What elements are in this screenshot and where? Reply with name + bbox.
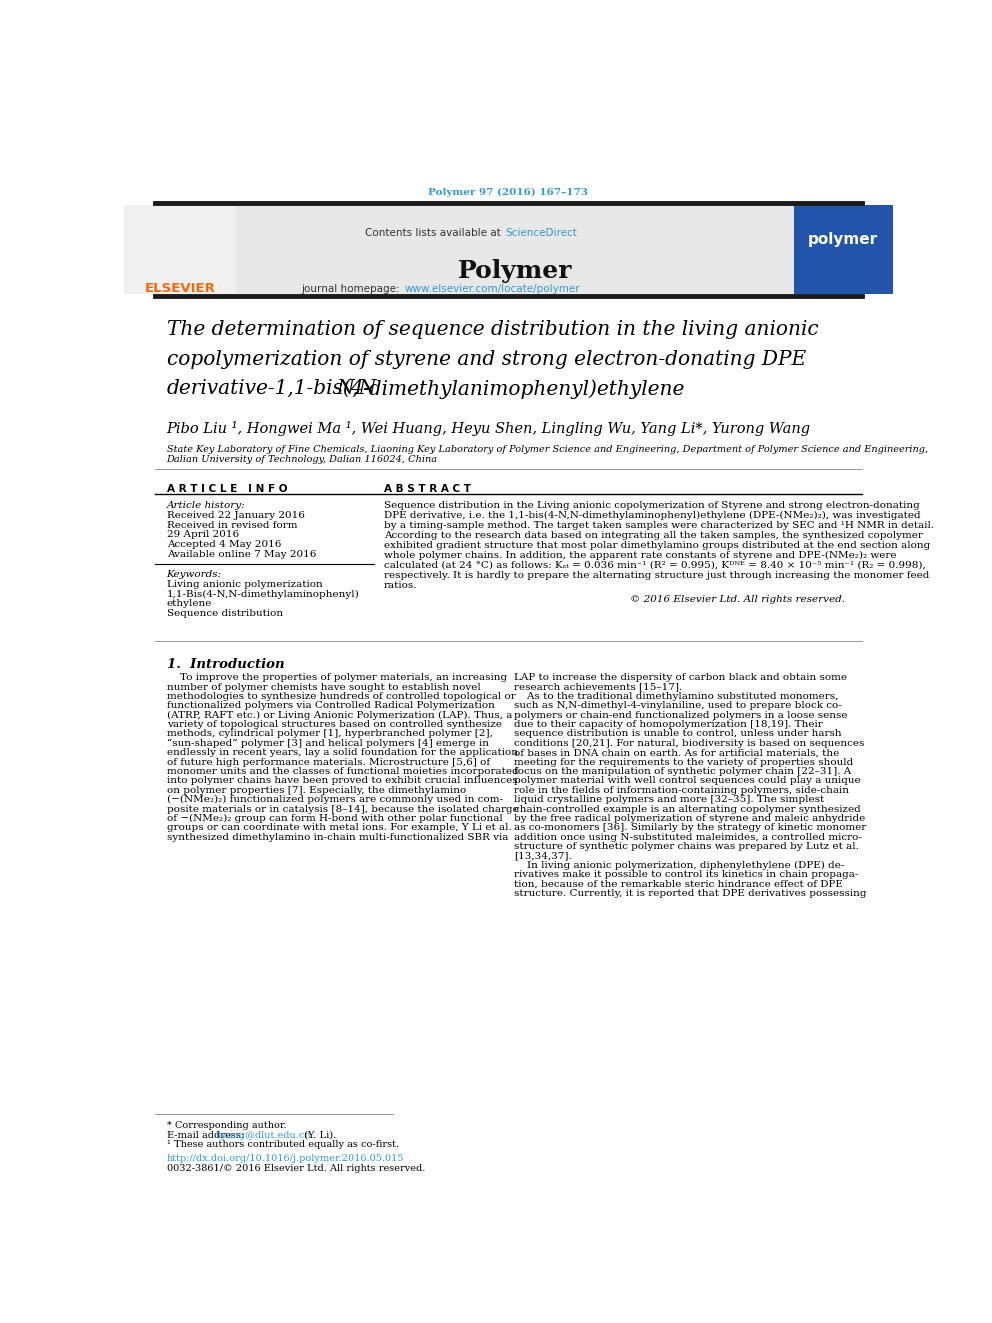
Text: polymers or chain-end functionalized polymers in a loose sense: polymers or chain-end functionalized pol… bbox=[514, 710, 847, 720]
Text: As to the traditional dimethylamino substituted monomers,: As to the traditional dimethylamino subs… bbox=[514, 692, 838, 701]
Text: polymer: polymer bbox=[808, 232, 878, 247]
Text: Available online 7 May 2016: Available online 7 May 2016 bbox=[167, 550, 316, 558]
Text: polymer material with well control sequences could play a unique: polymer material with well control seque… bbox=[514, 777, 860, 786]
Text: [13,34,37].: [13,34,37]. bbox=[514, 852, 571, 860]
Text: Received in revised form: Received in revised form bbox=[167, 521, 298, 529]
Text: such as N,N-dimethyl-4-vinylaniline, used to prepare block co-: such as N,N-dimethyl-4-vinylaniline, use… bbox=[514, 701, 841, 710]
Text: Polymer 97 (2016) 167–173: Polymer 97 (2016) 167–173 bbox=[429, 188, 588, 197]
Text: * Corresponding author.: * Corresponding author. bbox=[167, 1122, 287, 1130]
Text: ELSEVIER: ELSEVIER bbox=[145, 282, 215, 295]
Text: copolymerization of styrene and strong electron-donating DPE: copolymerization of styrene and strong e… bbox=[167, 349, 806, 369]
Text: chain-controlled example is an alternating copolymer synthesized: chain-controlled example is an alternati… bbox=[514, 804, 861, 814]
Text: www.elsevier.com/locate/polymer: www.elsevier.com/locate/polymer bbox=[405, 284, 580, 294]
Text: methodologies to synthesize hundreds of controlled topological or: methodologies to synthesize hundreds of … bbox=[167, 692, 516, 701]
Text: into polymer chains have been proved to exhibit crucial influences: into polymer chains have been proved to … bbox=[167, 777, 517, 786]
Text: as co-monomers [36]. Similarly by the strategy of kinetic monomer: as co-monomers [36]. Similarly by the st… bbox=[514, 823, 866, 832]
Text: LAP to increase the dispersity of carbon black and obtain some: LAP to increase the dispersity of carbon… bbox=[514, 673, 847, 683]
Text: N,N: N,N bbox=[336, 378, 377, 398]
Text: research achievements [15–17].: research achievements [15–17]. bbox=[514, 683, 682, 692]
Text: ¹ These authors contributed equally as co-first.: ¹ These authors contributed equally as c… bbox=[167, 1139, 399, 1148]
Text: ratios.: ratios. bbox=[384, 581, 417, 590]
Text: endlessly in recent years, lay a solid foundation for the application: endlessly in recent years, lay a solid f… bbox=[167, 749, 518, 757]
Text: To improve the properties of polymer materials, an increasing: To improve the properties of polymer mat… bbox=[167, 673, 507, 683]
Text: “sun-shaped” polymer [3] and helical polymers [4] emerge in: “sun-shaped” polymer [3] and helical pol… bbox=[167, 738, 489, 749]
FancyBboxPatch shape bbox=[795, 205, 893, 294]
Text: 0032-3861/© 2016 Elsevier Ltd. All rights reserved.: 0032-3861/© 2016 Elsevier Ltd. All right… bbox=[167, 1164, 425, 1172]
FancyBboxPatch shape bbox=[124, 205, 236, 294]
Text: due to their capacity of homopolymerization [18,19]. Their: due to their capacity of homopolymerizat… bbox=[514, 720, 822, 729]
Text: derivative-1,1-bis(4-: derivative-1,1-bis(4- bbox=[167, 378, 371, 398]
Text: on polymer properties [7]. Especially, the dimethylamino: on polymer properties [7]. Especially, t… bbox=[167, 786, 466, 795]
Text: ethylene: ethylene bbox=[167, 599, 212, 609]
Text: structure of synthetic polymer chains was prepared by Lutz et al.: structure of synthetic polymer chains wa… bbox=[514, 843, 859, 851]
Text: journal homepage:: journal homepage: bbox=[302, 284, 403, 294]
Text: structure. Currently, it is reported that DPE derivatives possessing: structure. Currently, it is reported tha… bbox=[514, 889, 866, 898]
Text: Keywords:: Keywords: bbox=[167, 570, 222, 579]
Text: A B S T R A C T: A B S T R A C T bbox=[384, 484, 470, 493]
Text: number of polymer chemists have sought to establish novel: number of polymer chemists have sought t… bbox=[167, 683, 480, 692]
Text: In living anionic polymerization, diphenylethylene (DPE) de-: In living anionic polymerization, diphen… bbox=[514, 861, 844, 871]
Text: groups or can coordinate with metal ions. For example, Y Li et al.: groups or can coordinate with metal ions… bbox=[167, 823, 511, 832]
Text: (ATRP, RAFT etc.) or Living Anionic Polymerization (LAP). Thus, a: (ATRP, RAFT etc.) or Living Anionic Poly… bbox=[167, 710, 512, 720]
Text: Dalian University of Technology, Dalian 116024, China: Dalian University of Technology, Dalian … bbox=[167, 455, 437, 464]
Text: DPE derivative, i.e. the 1,1-bis(4-N,N-dimethylaminophenyl)ethylene (DPE-(NMe₂)₂: DPE derivative, i.e. the 1,1-bis(4-N,N-d… bbox=[384, 511, 921, 520]
Text: 1.  Introduction: 1. Introduction bbox=[167, 658, 285, 671]
Text: whole polymer chains. In addition, the apparent rate constants of styrene and DP: whole polymer chains. In addition, the a… bbox=[384, 550, 896, 560]
Text: exhibited gradient structure that most polar dimethylamino groups distributed at: exhibited gradient structure that most p… bbox=[384, 541, 930, 549]
Text: meeting for the requirements to the variety of properties should: meeting for the requirements to the vari… bbox=[514, 758, 853, 766]
Text: The determination of sequence distribution in the living anionic: The determination of sequence distributi… bbox=[167, 320, 818, 340]
Text: According to the research data based on integrating all the taken samples, the s: According to the research data based on … bbox=[384, 531, 923, 540]
Text: Contents lists available at: Contents lists available at bbox=[365, 228, 504, 238]
Text: 1,1-Bis(4-N,N-dimethylaminophenyl): 1,1-Bis(4-N,N-dimethylaminophenyl) bbox=[167, 590, 359, 599]
Text: methods, cylindrical polymer [1], hyperbranched polymer [2],: methods, cylindrical polymer [1], hyperb… bbox=[167, 729, 492, 738]
Text: of bases in DNA chain on earth. As for artificial materials, the: of bases in DNA chain on earth. As for a… bbox=[514, 749, 839, 757]
Text: synthesized dimethylamino in-chain multi-functionalized SBR via: synthesized dimethylamino in-chain multi… bbox=[167, 832, 508, 841]
Text: liquid crystalline polymers and more [32–35]. The simplest: liquid crystalline polymers and more [32… bbox=[514, 795, 824, 804]
Text: functionalized polymers via Controlled Radical Polymerization: functionalized polymers via Controlled R… bbox=[167, 701, 494, 710]
Text: of −(NMe₂)₂ group can form H-bond with other polar functional: of −(NMe₂)₂ group can form H-bond with o… bbox=[167, 814, 502, 823]
Text: role in the fields of information-containing polymers, side-chain: role in the fields of information-contai… bbox=[514, 786, 849, 795]
Text: http://dx.doi.org/10.1016/j.polymer.2016.05.015: http://dx.doi.org/10.1016/j.polymer.2016… bbox=[167, 1154, 404, 1163]
Text: liyang@dlut.edu.cn: liyang@dlut.edu.cn bbox=[215, 1130, 311, 1139]
Text: State Key Laboratory of Fine Chemicals, Liaoning Key Laboratory of Polymer Scien: State Key Laboratory of Fine Chemicals, … bbox=[167, 446, 928, 454]
Text: conditions [20,21]. For natural, biodiversity is based on sequences: conditions [20,21]. For natural, biodive… bbox=[514, 738, 864, 747]
Text: of future high performance materials. Microstructure [5,6] of: of future high performance materials. Mi… bbox=[167, 758, 490, 766]
Text: variety of topological structures based on controlled synthesize: variety of topological structures based … bbox=[167, 720, 502, 729]
Text: A R T I C L E   I N F O: A R T I C L E I N F O bbox=[167, 484, 287, 493]
Text: addition once using N-substituted maleimides, a controlled micro-: addition once using N-substituted maleim… bbox=[514, 832, 862, 841]
Text: calculated (at 24 °C) as follows: Kₛₜ = 0.036 min⁻¹ (R² = 0.995), Kᴰᴺᴱ = 8.40 × : calculated (at 24 °C) as follows: Kₛₜ = … bbox=[384, 561, 926, 570]
Text: focus on the manipulation of synthetic polymer chain [22–31]. A: focus on the manipulation of synthetic p… bbox=[514, 767, 851, 777]
Text: monomer units and the classes of functional moieties incorporated: monomer units and the classes of functio… bbox=[167, 767, 518, 777]
Text: Article history:: Article history: bbox=[167, 500, 245, 509]
Text: ScienceDirect: ScienceDirect bbox=[505, 228, 577, 238]
Text: Living anionic polymerization: Living anionic polymerization bbox=[167, 579, 322, 589]
Text: (−(NMe₂)₂) functionalized polymers are commonly used in com-: (−(NMe₂)₂) functionalized polymers are c… bbox=[167, 795, 503, 804]
Text: posite materials or in catalysis [8–14], because the isolated charge: posite materials or in catalysis [8–14],… bbox=[167, 804, 519, 814]
Text: 29 April 2016: 29 April 2016 bbox=[167, 531, 239, 538]
Text: -dimethylanimophenyl)ethylene: -dimethylanimophenyl)ethylene bbox=[362, 378, 684, 398]
Text: by a timing-sample method. The target taken samples were characterized by SEC an: by a timing-sample method. The target ta… bbox=[384, 521, 933, 529]
Text: Pibo Liu ¹, Hongwei Ma ¹, Wei Huang, Heyu Shen, Lingling Wu, Yang Li*, Yurong Wa: Pibo Liu ¹, Hongwei Ma ¹, Wei Huang, Hey… bbox=[167, 421, 810, 435]
Text: Polymer: Polymer bbox=[458, 259, 572, 283]
FancyBboxPatch shape bbox=[236, 205, 795, 294]
Text: tion, because of the remarkable steric hindrance effect of DPE: tion, because of the remarkable steric h… bbox=[514, 880, 842, 889]
Text: sequence distribution is unable to control, unless under harsh: sequence distribution is unable to contr… bbox=[514, 729, 841, 738]
Text: Accepted 4 May 2016: Accepted 4 May 2016 bbox=[167, 540, 281, 549]
Text: Sequence distribution: Sequence distribution bbox=[167, 609, 283, 618]
Text: rivatives make it possible to control its kinetics in chain propaga-: rivatives make it possible to control it… bbox=[514, 871, 858, 880]
Text: (Y. Li).: (Y. Li). bbox=[301, 1130, 336, 1139]
Text: Received 22 January 2016: Received 22 January 2016 bbox=[167, 511, 305, 520]
Text: by the free radical polymerization of styrene and maleic anhydride: by the free radical polymerization of st… bbox=[514, 814, 865, 823]
Text: © 2016 Elsevier Ltd. All rights reserved.: © 2016 Elsevier Ltd. All rights reserved… bbox=[630, 594, 845, 603]
Text: Sequence distribution in the Living anionic copolymerization of Styrene and stro: Sequence distribution in the Living anio… bbox=[384, 500, 920, 509]
Text: E-mail address:: E-mail address: bbox=[167, 1130, 247, 1139]
Text: respectively. It is hardly to prepare the alternating structure just through inc: respectively. It is hardly to prepare th… bbox=[384, 570, 929, 579]
